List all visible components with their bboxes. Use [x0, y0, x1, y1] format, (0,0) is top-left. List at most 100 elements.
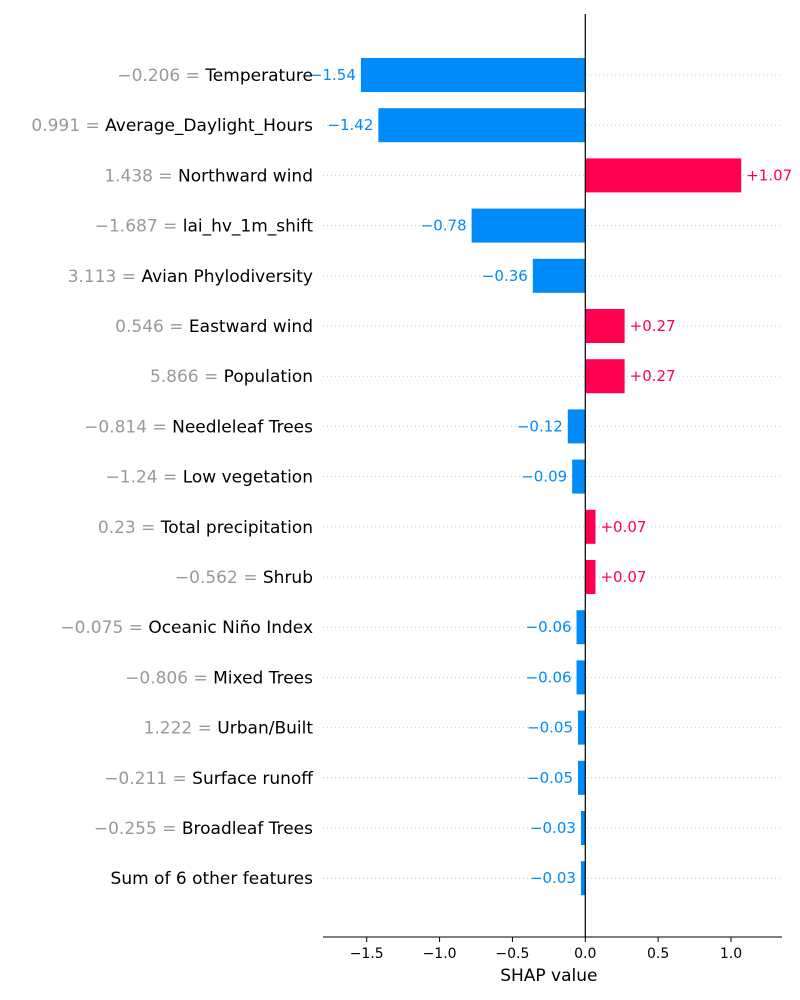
- shap-bar: [360, 58, 586, 92]
- feature-value: 0.991: [31, 116, 80, 136]
- feature-value: 0.23: [98, 518, 136, 538]
- bar-value-label: −0.12: [517, 417, 563, 435]
- x-tick-label: −0.5: [495, 946, 529, 962]
- equals-sign: =: [199, 367, 224, 387]
- feature-label: 0.991 = Average_Daylight_Hours: [31, 116, 313, 136]
- shap-bar: [585, 359, 625, 394]
- feature-value: −0.206: [117, 66, 180, 86]
- bar-value-label: −0.05: [527, 769, 573, 787]
- shap-bar: [567, 409, 586, 444]
- feature-label: −1.687 = lai_hv_1m_shift: [95, 217, 314, 237]
- feature-value: −1.687: [95, 217, 158, 237]
- feature-label: −0.562 = Shrub: [175, 568, 313, 588]
- feature-name: Broadleaf Trees: [182, 819, 313, 839]
- feature-label: −0.255 = Broadleaf Trees: [94, 819, 313, 839]
- shap-bar: [378, 108, 586, 143]
- equals-sign: =: [80, 116, 105, 136]
- bar-value-label: −0.06: [526, 618, 572, 636]
- shap-bar: [576, 610, 586, 645]
- equals-sign: =: [158, 468, 183, 488]
- bar-value-label: +1.07: [746, 166, 792, 184]
- feature-label: −0.075 = Oceanic Niño Index: [60, 618, 313, 638]
- shap-bar: [532, 258, 586, 293]
- shap-bar: [580, 861, 586, 896]
- row-guides: [323, 74, 782, 879]
- feature-label: −0.206 = Temperature: [117, 66, 313, 86]
- feature-name: Needleleaf Trees: [172, 417, 313, 437]
- equals-sign: =: [157, 819, 182, 839]
- x-tick-label: 0.0: [574, 946, 596, 962]
- bar-value-label: −1.42: [327, 116, 373, 134]
- shap-bar: [576, 660, 586, 695]
- x-tick-label: −1.0: [423, 946, 457, 962]
- feature-label: −1.24 = Low vegetation: [106, 468, 313, 488]
- feature-name: Oceanic Niño Index: [148, 618, 313, 638]
- equals-sign: =: [116, 267, 141, 287]
- bar-value-label: +0.27: [630, 367, 676, 385]
- shap-bar: [580, 811, 586, 845]
- feature-label: 0.546 = Eastward wind: [115, 317, 313, 337]
- equals-sign: =: [180, 66, 205, 86]
- equals-sign: =: [136, 518, 161, 538]
- bar-value-label: −0.36: [482, 267, 528, 285]
- feature-label: −0.806 = Mixed Trees: [125, 668, 313, 688]
- feature-label: −0.814 = Needleleaf Trees: [84, 417, 313, 437]
- equals-sign: =: [167, 769, 192, 789]
- feature-value: −0.562: [175, 568, 238, 588]
- feature-name: Mixed Trees: [213, 668, 313, 688]
- feature-value: 3.113: [68, 267, 117, 287]
- feature-name: Eastward wind: [189, 317, 313, 337]
- feature-name: Northward wind: [178, 166, 313, 186]
- bar-value-label: −0.03: [530, 819, 576, 837]
- equals-sign: =: [164, 317, 189, 337]
- feature-name: Avian Phylodiversity: [141, 267, 313, 287]
- feature-label: 1.438 = Northward wind: [104, 166, 313, 186]
- bar-value-label: −1.54: [310, 66, 356, 84]
- feature-name: Low vegetation: [183, 468, 313, 488]
- x-tick-label: −1.5: [350, 946, 384, 962]
- feature-labels: −0.206 = Temperature 0.991 = Average_Dayl…: [31, 66, 314, 889]
- feature-value: −0.211: [104, 769, 167, 789]
- shap-bar: [578, 710, 586, 745]
- feature-name: Urban/Built: [217, 719, 313, 739]
- x-tick-label: 1.0: [720, 946, 742, 962]
- feature-name: Population: [224, 367, 313, 387]
- feature-name: Sum of 6 other features: [111, 869, 314, 889]
- feature-value: 1.438: [104, 166, 153, 186]
- shap-bar: [585, 309, 625, 343]
- feature-name: Surface runoff: [192, 769, 314, 789]
- feature-label: Sum of 6 other features: [111, 869, 314, 889]
- feature-name: Shrub: [263, 568, 313, 588]
- feature-label: 5.866 = Population: [150, 367, 313, 387]
- x-axis-label: SHAP value: [500, 966, 597, 986]
- feature-value: 0.546: [115, 317, 164, 337]
- feature-label: −0.211 = Surface runoff: [104, 769, 314, 789]
- feature-name: Total precipitation: [160, 518, 313, 538]
- bar-value-label: −0.78: [421, 217, 467, 235]
- equals-sign: =: [158, 217, 183, 237]
- bar-value-label: +0.27: [630, 317, 676, 335]
- x-tick-label: 0.5: [647, 946, 669, 962]
- equals-sign: =: [123, 618, 148, 638]
- bar-value-label: +0.07: [600, 518, 646, 536]
- feature-label: 0.23 = Total precipitation: [98, 518, 313, 538]
- equals-sign: =: [238, 568, 263, 588]
- bar-value-label: −0.03: [530, 869, 576, 887]
- shap-bar: [572, 459, 586, 494]
- feature-label: 3.113 = Avian Phylodiversity: [68, 267, 313, 287]
- bar-value-labels: −1.54 −1.42 +1.07 −0.78 −0.36 +0.27 +0.27 −0.12…: [310, 66, 792, 887]
- equals-sign: =: [188, 668, 213, 688]
- feature-label: 1.222 = Urban/Built: [144, 719, 314, 739]
- feature-value: 5.866: [150, 367, 199, 387]
- feature-name: Temperature: [204, 66, 313, 86]
- feature-value: −0.075: [60, 618, 123, 638]
- bar-value-label: +0.07: [600, 568, 646, 586]
- feature-name: Average_Daylight_Hours: [105, 116, 313, 136]
- shap-bar: [471, 208, 586, 243]
- feature-value: −1.24: [106, 468, 158, 488]
- x-axis: −1.5 −1.0 −0.5 0.0 0.5 1.0: [323, 936, 782, 962]
- shap-bar: [578, 760, 586, 795]
- equals-sign: =: [192, 719, 217, 739]
- bars: [360, 58, 742, 896]
